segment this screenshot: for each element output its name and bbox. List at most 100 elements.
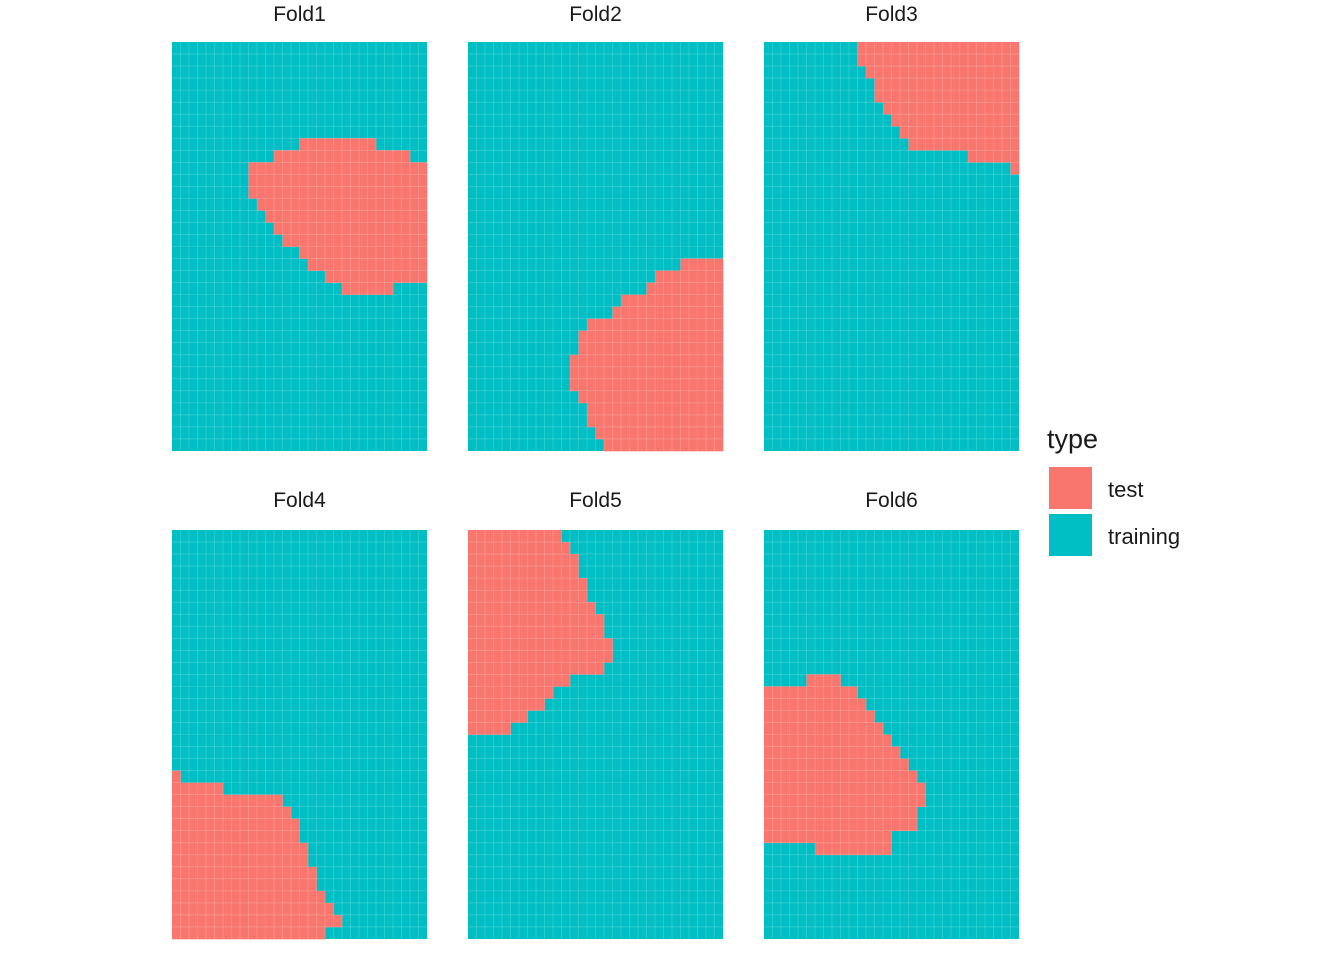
test-cell (510, 674, 520, 687)
test-cell (299, 902, 309, 916)
test-cell (595, 390, 605, 404)
test-cell (291, 830, 300, 844)
test-cell (587, 354, 596, 368)
test-cell (629, 438, 639, 452)
test-cell (189, 782, 198, 795)
test-cell (968, 90, 977, 103)
test-cell (291, 914, 300, 928)
test-cell (231, 842, 241, 856)
test-cell (781, 794, 790, 807)
test-cell (282, 186, 292, 199)
test-cell (646, 414, 656, 428)
test-cell (689, 318, 698, 332)
test-cell (561, 638, 571, 651)
test-cell (485, 542, 494, 555)
test-cell (282, 150, 292, 163)
test-cell (299, 198, 309, 211)
test-cell (697, 414, 707, 428)
test-cell (476, 530, 486, 543)
test-cell (578, 330, 588, 344)
test-cell (900, 66, 909, 79)
test-cell (663, 354, 673, 368)
test-cell (798, 734, 807, 747)
test-cell (493, 722, 503, 735)
test-cell (257, 914, 266, 928)
test-cell (612, 414, 622, 428)
test-cell (299, 150, 309, 163)
test-cell (621, 330, 630, 344)
test-cell (333, 222, 343, 235)
test-cell (689, 306, 698, 319)
legend: type test training (1047, 424, 1180, 556)
test-cell (874, 746, 884, 759)
test-cell (942, 66, 952, 79)
test-cell (384, 150, 394, 163)
test-cell (849, 794, 858, 807)
test-cell (1010, 42, 1020, 55)
test-cell (798, 782, 807, 795)
test-cell (781, 722, 790, 735)
test-cell (342, 258, 351, 271)
test-cell (570, 626, 579, 639)
test-cell (299, 210, 309, 223)
test-cell (333, 258, 343, 271)
test-cell (883, 102, 892, 115)
test-cell (706, 366, 715, 380)
test-cell (476, 722, 486, 735)
test-cell (342, 222, 351, 235)
test-cell (291, 198, 300, 211)
test-cell (976, 102, 986, 115)
test-cell (308, 198, 317, 211)
test-cell (832, 674, 841, 687)
test-cell (561, 542, 571, 555)
test-cell (595, 402, 605, 416)
test-cell (410, 258, 419, 271)
test-cell (189, 854, 198, 868)
test-cell (883, 54, 892, 67)
test-cell (823, 734, 833, 747)
test-cell (595, 650, 605, 663)
test-cell (866, 734, 875, 747)
test-cell (172, 914, 181, 928)
test-cell (282, 210, 292, 223)
test-cell (189, 794, 198, 807)
test-cell (874, 770, 884, 783)
test-cell (587, 390, 596, 404)
test-cell (612, 402, 622, 416)
test-cell (485, 686, 494, 699)
test-cell (689, 330, 698, 344)
test-cell (772, 746, 782, 759)
test-cell (527, 698, 537, 711)
test-cell (840, 710, 850, 723)
test-cell (367, 282, 377, 295)
test-cell (672, 366, 681, 380)
test-cell (240, 842, 249, 856)
test-cell (832, 818, 841, 832)
test-cell (570, 650, 579, 663)
test-cell (282, 830, 292, 844)
test-cell (672, 354, 681, 368)
test-cell (806, 806, 816, 820)
test-cell (197, 866, 207, 880)
test-cell (781, 734, 790, 747)
test-cell (934, 42, 943, 55)
test-cell (815, 722, 824, 735)
test-cell (485, 662, 494, 675)
test-cell (781, 686, 790, 699)
test-cell (485, 722, 494, 735)
test-cell (840, 818, 850, 832)
test-cell (316, 174, 326, 187)
test-cell (874, 818, 884, 832)
test-cell (815, 710, 824, 723)
test-cell (891, 42, 901, 55)
test-cell (672, 414, 681, 428)
test-cell (823, 770, 833, 783)
test-cell (180, 902, 190, 916)
test-cell (189, 902, 198, 916)
test-cell (214, 854, 224, 868)
test-cell (968, 150, 977, 163)
test-cell (384, 174, 394, 187)
test-cell (781, 746, 790, 759)
test-cell (925, 42, 935, 55)
test-cell (350, 222, 360, 235)
